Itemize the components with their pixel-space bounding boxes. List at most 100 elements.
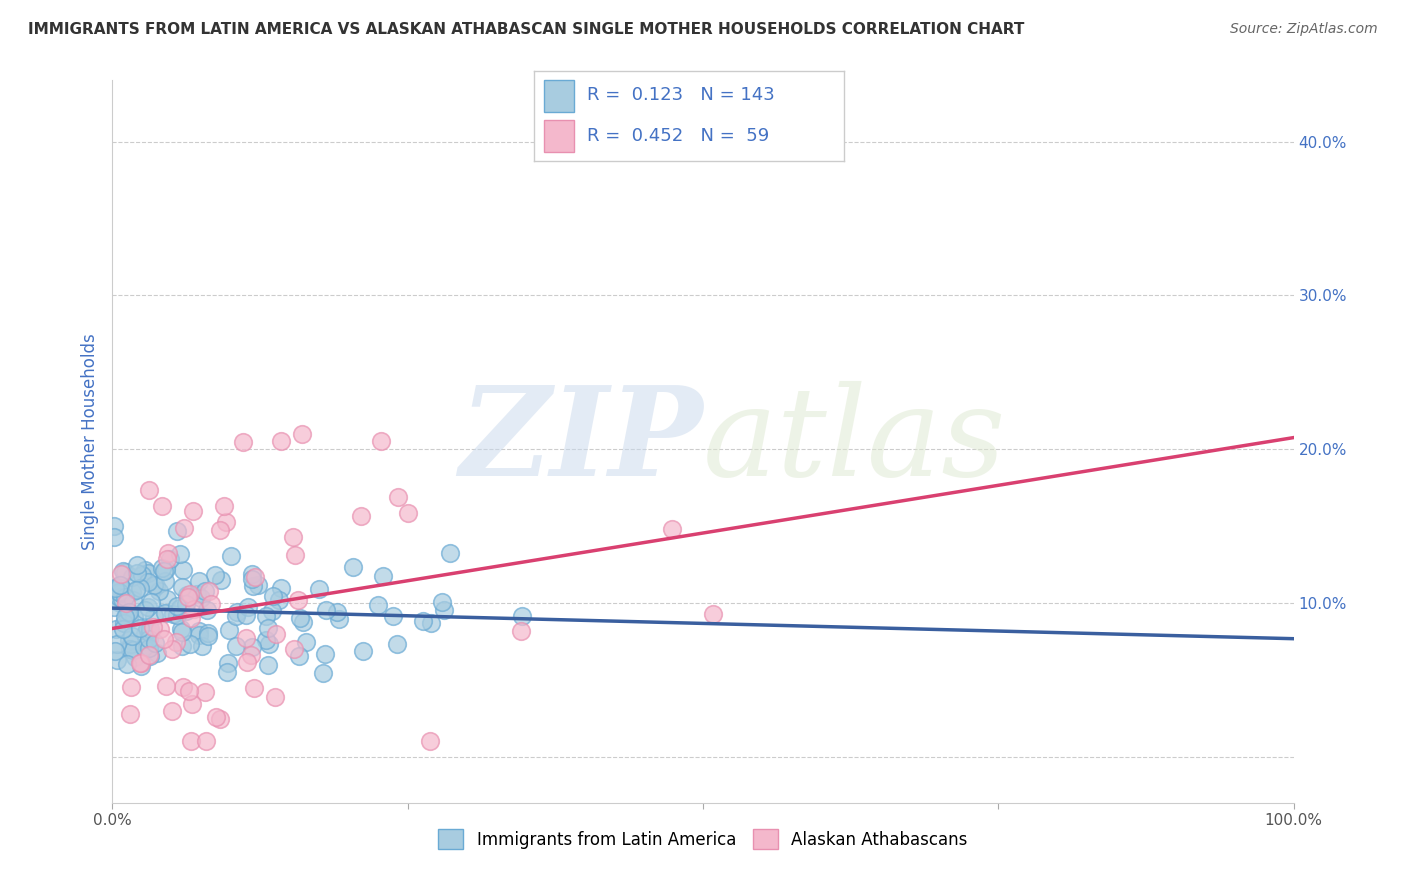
Point [107,585,129,599]
Point [308,582,330,596]
Y-axis label: Single Mother Households: Single Mother Households [80,334,98,549]
Point [219,549,242,563]
Point [132,640,155,654]
Point [108,582,131,596]
Point [187,574,209,588]
Point [257,637,280,651]
Point [240,566,263,581]
Point [156,592,179,607]
Point [263,690,285,704]
Point [200,597,222,611]
Point [160,641,183,656]
Point [387,490,409,504]
Point [148,584,170,599]
Point [112,564,135,578]
Point [156,546,179,560]
Point [135,623,157,637]
Point [153,574,176,588]
Point [172,563,194,577]
Point [121,569,143,583]
Point [138,640,160,655]
Point [396,506,419,520]
Point [165,635,187,649]
Point [432,603,454,617]
Point [110,586,132,600]
Point [138,622,160,636]
Point [179,637,201,651]
Point [188,628,211,642]
Point [145,579,167,593]
Text: R =  0.123   N = 143: R = 0.123 N = 143 [586,87,775,104]
Point [104,643,127,657]
Point [138,483,160,497]
Point [385,637,408,651]
Point [194,685,217,699]
Point [105,637,128,651]
Point [122,643,145,657]
Point [124,649,146,664]
Point [117,611,139,625]
Point [103,599,125,614]
Point [198,584,221,599]
Point [439,546,461,560]
Point [236,599,259,614]
Point [371,568,394,582]
Point [370,434,392,448]
Point [136,566,159,581]
Point [382,609,405,624]
Point [120,641,142,656]
Point [270,434,292,448]
Point [170,624,193,639]
Point [125,582,148,597]
Point [176,589,198,603]
Point [107,595,129,609]
Point [179,587,201,601]
Point [155,679,177,693]
Point [215,515,238,529]
Point [172,580,194,594]
Point [131,567,153,582]
Point [269,592,291,607]
Point [120,637,142,651]
Point [232,434,254,449]
Point [208,712,231,726]
Point [104,622,127,636]
Point [702,607,724,622]
Point [264,627,287,641]
Point [242,681,264,695]
Point [121,584,143,599]
Point [419,734,441,748]
Point [209,573,232,587]
Point [197,629,219,643]
Point [287,649,309,664]
Point [172,680,194,694]
Point [291,426,314,441]
Point [129,657,152,671]
Point [181,698,204,712]
Point [166,524,188,538]
Point [143,608,166,623]
Point [349,508,371,523]
Point [153,606,176,620]
Point [217,656,239,670]
Point [367,599,389,613]
Point [169,547,191,561]
Point [243,570,266,584]
Point [173,521,195,535]
FancyBboxPatch shape [544,120,575,152]
Point [128,581,150,595]
Point [108,578,131,592]
Point [174,597,197,611]
Point [138,632,160,646]
Point [143,578,166,592]
Point [155,562,177,576]
Point [166,599,188,613]
Point [240,572,263,586]
Text: atlas: atlas [703,381,1007,502]
Point [103,518,125,533]
Point [110,567,132,582]
Point [412,615,434,629]
Point [134,602,156,616]
Point [246,578,269,592]
Point [139,625,162,640]
